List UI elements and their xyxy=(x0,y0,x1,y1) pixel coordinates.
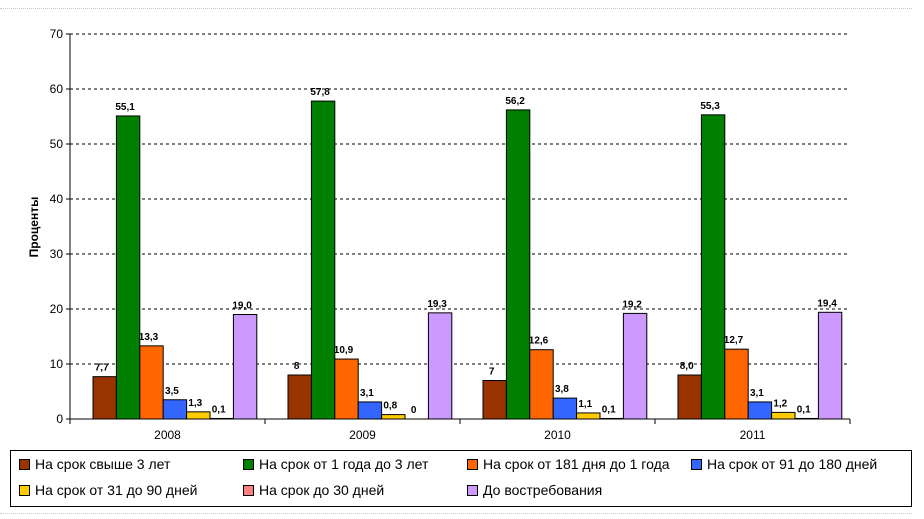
bar-2011-s6 xyxy=(817,311,843,420)
x-tick-label: 2011 xyxy=(740,428,766,442)
data-label: 1,2 xyxy=(773,398,787,409)
y-tick-label: 70 xyxy=(50,27,64,41)
legend-item: На срок до 30 дней xyxy=(243,482,384,498)
data-label: 7 xyxy=(489,367,495,378)
data-label: 19,2 xyxy=(622,299,642,310)
data-label: 10,9 xyxy=(334,345,354,356)
legend-label: На срок от 91 до 180 дней xyxy=(707,456,878,472)
bar-2008-s0 xyxy=(92,376,117,420)
legend: На срок свыше 3 лет На срок от 1 года до … xyxy=(10,450,912,507)
bar-2011-s1 xyxy=(700,114,726,420)
data-label: 19,4 xyxy=(817,298,837,309)
legend-item: На срок свыше 3 лет xyxy=(19,456,170,472)
y-axis-label: Проценты xyxy=(27,197,41,258)
bottom-dotted-border xyxy=(0,513,912,514)
bar-2008-s2 xyxy=(139,345,164,420)
legend-swatch xyxy=(243,484,254,496)
data-label: 19,3 xyxy=(427,299,447,310)
x-tick-label: 2010 xyxy=(544,428,571,442)
bar-2009-s2 xyxy=(334,358,359,420)
data-label: 55,3 xyxy=(700,101,720,112)
bar-2009-s0 xyxy=(287,374,312,420)
legend-swatch xyxy=(19,458,30,470)
data-label: 12,6 xyxy=(529,336,549,347)
top-dotted-border xyxy=(0,8,912,9)
legend-label: На срок от 1 года до 3 лет xyxy=(259,456,429,472)
data-label: 1,1 xyxy=(578,399,592,410)
legend-item: До востребования xyxy=(467,482,602,498)
x-tick-label: 2008 xyxy=(154,428,181,442)
bar-2010-s0 xyxy=(482,380,507,420)
bar-2009-s3 xyxy=(357,401,383,420)
legend-item: На срок от 31 до 90 дней xyxy=(19,482,197,498)
data-label: 3,8 xyxy=(555,384,569,395)
bar-2009-s4 xyxy=(381,414,406,420)
bar-2009-s6 xyxy=(427,312,453,420)
bar-2010-s6 xyxy=(622,312,648,420)
legend-swatch xyxy=(467,484,478,496)
data-label: 0,1 xyxy=(212,404,226,415)
legend-label: На срок от 181 дня до 1 года xyxy=(483,456,670,472)
y-tick-label: 40 xyxy=(50,192,64,206)
legend-swatch xyxy=(467,458,478,470)
data-label: 19,0 xyxy=(232,301,252,312)
legend-swatch xyxy=(243,458,254,470)
legend-label: На срок до 30 дней xyxy=(259,482,385,498)
data-label: 0,1 xyxy=(797,404,811,415)
data-label: 0,1 xyxy=(602,404,616,415)
legend-item: На срок от 1 года до 3 лет xyxy=(243,456,428,472)
bar-2009-s1 xyxy=(310,100,336,420)
legend-label: На срок от 31 до 90 дней xyxy=(35,482,198,498)
bar-2010-s3 xyxy=(552,397,578,420)
y-axis-ticks: 0 10 20 30 40 50 60 70 xyxy=(50,27,70,426)
bar-2011-s3 xyxy=(747,401,773,420)
x-axis-ticks: 2008 2009 2010 2011 xyxy=(69,419,851,442)
y-tick-label: 50 xyxy=(50,137,64,151)
bar-2010-s2 xyxy=(529,349,554,420)
data-label: 0,8 xyxy=(383,401,397,412)
data-label: 7,7 xyxy=(95,363,109,374)
y-tick-label: 0 xyxy=(56,412,63,426)
y-tick-label: 60 xyxy=(50,82,64,96)
legend-label: На срок свыше 3 лет xyxy=(35,456,171,472)
legend-item: На срок от 181 дня до 1 года xyxy=(467,456,670,472)
bars xyxy=(92,100,843,420)
bar-2008-s4 xyxy=(186,411,211,420)
data-label: 0 xyxy=(411,405,417,416)
bar-2008-s6 xyxy=(232,314,258,420)
bar-2011-s4 xyxy=(771,411,796,420)
legend-swatch xyxy=(19,484,30,496)
data-label: 3,1 xyxy=(750,388,764,399)
legend-swatch xyxy=(691,458,702,470)
data-labels: 7,7 8 7 8,0 55,1 57,8 56,2 55,3 13,3 10,9 12,6 12,7… xyxy=(95,87,838,416)
data-label: 56,2 xyxy=(505,96,525,107)
y-tick-label: 30 xyxy=(50,247,64,261)
data-label: 55,1 xyxy=(115,102,135,113)
data-label: 8 xyxy=(294,361,300,372)
legend-item: На срок от 91 до 180 дней xyxy=(691,456,877,472)
bar-2010-s4 xyxy=(576,412,601,420)
legend-label: До востребования xyxy=(483,482,603,498)
data-label: 13,3 xyxy=(139,332,159,343)
data-label: 1,3 xyxy=(188,398,202,409)
data-label: 8,0 xyxy=(680,361,694,372)
data-label: 57,8 xyxy=(310,87,330,98)
data-label: 12,7 xyxy=(724,335,744,346)
bar-2008-s1 xyxy=(115,115,141,420)
x-tick-label: 2009 xyxy=(349,428,376,442)
data-label: 3,5 xyxy=(165,386,179,397)
y-tick-label: 20 xyxy=(50,302,64,316)
bar-2011-s2 xyxy=(724,348,749,420)
bar-2008-s3 xyxy=(162,399,188,420)
grid-lines xyxy=(70,33,850,365)
bar-2011-s0 xyxy=(677,374,702,420)
y-tick-label: 10 xyxy=(50,357,64,371)
bar-2010-s1 xyxy=(505,109,531,420)
data-label: 3,1 xyxy=(360,388,374,399)
